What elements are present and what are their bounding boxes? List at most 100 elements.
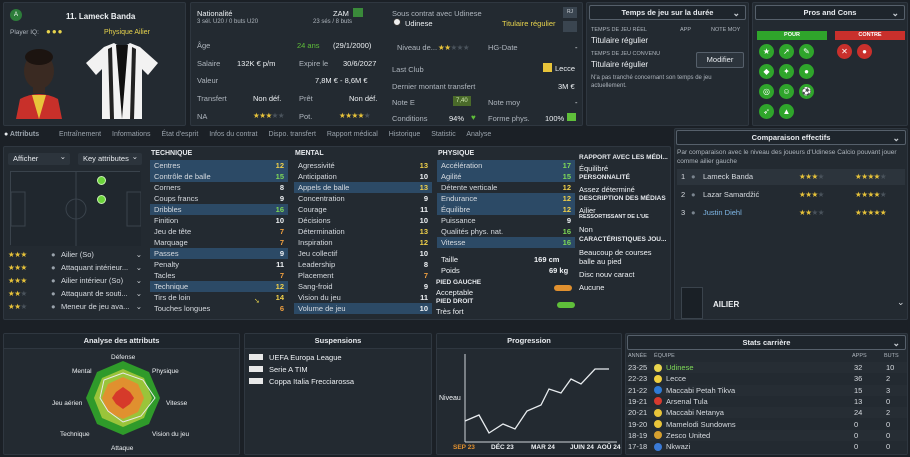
pro-trait-icon[interactable]: ➶ [759,104,774,119]
career-row[interactable]: 19-20 Mamelodi Sundowns 0 0 [626,419,907,430]
info-icon[interactable]: ● [51,250,56,259]
tab-statistics[interactable]: Statistic [431,131,456,138]
attribute-row[interactable]: Leadership 8 [294,259,432,270]
pro-trait-icon[interactable]: ✦ [779,64,794,79]
career-row[interactable]: 19-21 Arsenal Tula 13 0 [626,396,907,407]
pro-trait-icon[interactable]: ◆ [759,64,774,79]
attribute-row[interactable]: Tirs de loin 14 [150,292,288,303]
pro-trait-icon[interactable]: ▲ [779,104,794,119]
chevron-down-icon[interactable]: ⌄ [891,8,899,18]
attribute-row[interactable]: Corners 8 [150,182,288,193]
comparison-row[interactable]: 1 ● Lameck Banda ★★★★ ★★★★★ [677,169,905,185]
attribute-row[interactable]: Tacles 7 [150,270,288,281]
attribute-row[interactable]: Contrôle de balle 15 [150,171,288,182]
attribute-row[interactable]: Concentration 9 [294,193,432,204]
role-item[interactable]: ★★★ ● Attaquant intérieur... ⌄ [8,262,142,273]
career-row[interactable]: 18-19 Zesco United 0 0 [626,429,907,441]
attribute-row[interactable]: Touches longues 6 [150,303,288,314]
tab-medical[interactable]: Rapport médical [326,131,378,138]
comparison-row[interactable]: 3 ● Justin Diehl ★★★★ ★★★★★ [677,205,905,221]
comparison-title[interactable]: Comparaison effectifs [751,133,831,142]
attribute-row[interactable]: Jeu de tête 7 [150,226,288,237]
chevron-down-icon[interactable]: ⌄ [892,133,900,143]
pro-trait-icon[interactable]: ★ [759,44,774,59]
con-trait-icon[interactable]: ● [857,44,872,59]
attribute-row[interactable]: Vitesse 16 [437,237,575,248]
tab-training[interactable]: Entraînement [59,131,102,138]
role-item[interactable]: ★★★ ● Ailier intérieur (So) ⌄ [8,275,142,286]
attribute-row[interactable]: Appels de balle 13 [294,182,432,193]
display-dropdown[interactable]: Afficher [8,151,70,165]
progression-title[interactable]: Progression [507,336,551,345]
chevron-down-icon[interactable]: ⌄ [135,289,142,298]
info-icon[interactable]: ● [51,276,56,285]
attribute-row[interactable]: Puissance 9 [437,215,575,226]
attribute-row[interactable]: Décisions 10 [294,215,432,226]
tab-mood[interactable]: État d'esprit [161,131,199,138]
suspensions-title[interactable]: Suspensions [314,336,362,345]
tab-information[interactable]: Informations [112,131,151,138]
con-trait-icon[interactable]: ✕ [837,44,852,59]
career-row[interactable]: 22-23 Lecce 36 2 [626,373,907,384]
tab-analysis[interactable]: Analyse [466,131,492,138]
attribute-row[interactable]: Accélération 17 [437,160,575,171]
career-row[interactable]: 23-25 Udinese 32 10 [626,362,907,373]
playing-time-title[interactable]: Temps de jeu sur la durée [621,8,714,17]
attribute-row[interactable]: Coups francs 9 [150,193,288,204]
info-icon[interactable]: ● [51,302,56,311]
attribute-row[interactable]: Endurance 12 [437,193,575,204]
chevron-down-icon[interactable]: ⌄ [135,263,142,272]
career-row[interactable]: 20-21 Maccabi Netanya 24 2 [626,407,907,419]
attribute-row[interactable]: Sang-froid 9 [294,281,432,292]
analysis-title[interactable]: Analyse des attributs [83,336,160,345]
tab-attributes[interactable]: ● Attributs [4,131,40,138]
info-icon[interactable]: ● [51,263,56,272]
info-icon[interactable]: ● [51,289,56,298]
attribute-row[interactable]: Agilité 15 [437,171,575,182]
attribute-row[interactable]: Placement 7 [294,270,432,281]
attribute-row[interactable]: Qualités phys. nat. 16 [437,226,575,237]
attribute-row[interactable]: Finition 10 [150,215,288,226]
pro-trait-icon[interactable]: ● [799,64,814,79]
career-title[interactable]: Stats carrière [742,338,791,347]
attribute-row[interactable]: Anticipation 10 [294,171,432,182]
attribute-row[interactable]: Courage 11 [294,204,432,215]
chevron-down-icon[interactable]: ⌄ [135,276,142,285]
tab-contract[interactable]: Infos du contrat [209,131,258,138]
role-item[interactable]: ★★★ ● Attaquant de souti... ⌄ [8,288,142,299]
attribute-row[interactable]: Agressivité 13 [294,160,432,171]
attribute-row[interactable]: Centres 12 [150,160,288,171]
attribute-row[interactable]: Équilibre 12 [437,204,575,215]
attribute-row[interactable]: Technique 12 [150,281,288,292]
chevron-down-icon[interactable]: ⌄ [135,302,142,311]
attribute-row[interactable]: Penalty 11 [150,259,288,270]
nationality-code[interactable]: ZAM [333,9,349,18]
attribute-row[interactable]: Détermination 13 [294,226,432,237]
attribute-row[interactable]: Inspiration 12 [294,237,432,248]
pro-trait-icon[interactable]: ✎ [799,44,814,59]
tab-transfer[interactable]: Dispo. transfert [268,131,316,138]
attribute-row[interactable]: Vision du jeu 11 [294,292,432,303]
role-item[interactable]: ★★★ ● Meneur de jeu ava... ⌄ [8,301,142,312]
attribute-row[interactable]: Jeu collectif 10 [294,248,432,259]
attribute-row[interactable]: Détente verticale 12 [437,182,575,193]
last-club-value[interactable]: Lecce [555,64,576,73]
pro-trait-icon[interactable]: ⚽ [799,84,814,99]
pros-cons-title[interactable]: Pros and Cons [803,8,857,17]
modify-button[interactable]: Modifier [696,52,744,68]
chevron-down-icon[interactable]: ⌄ [732,8,740,18]
attribute-row[interactable]: Dribbles 16 [150,204,288,215]
pro-trait-icon[interactable]: ◎ [759,84,774,99]
career-row[interactable]: 17-18 Nkwazi 0 0 [626,441,907,452]
tab-history[interactable]: Historique [388,131,421,138]
club-name[interactable]: Udinese [405,19,433,28]
career-row[interactable]: 21-22 Maccabi Petah Tikva 15 3 [626,384,907,396]
pro-trait-icon[interactable]: ☺ [779,84,794,99]
pro-trait-icon[interactable]: ➚ [779,44,794,59]
attribute-row[interactable]: Passes 9 [150,248,288,259]
attribute-row[interactable]: Volume de jeu 10 [294,303,432,314]
role-item[interactable]: ★★★ ● Ailier (So) ⌄ [8,249,142,260]
chevron-down-icon[interactable]: ⌄ [897,297,905,307]
attribute-row[interactable]: Marquage 7 [150,237,288,248]
comparison-row[interactable]: 2 ● Lazar Samardžić ★★★★ ★★★★★ [677,187,905,203]
